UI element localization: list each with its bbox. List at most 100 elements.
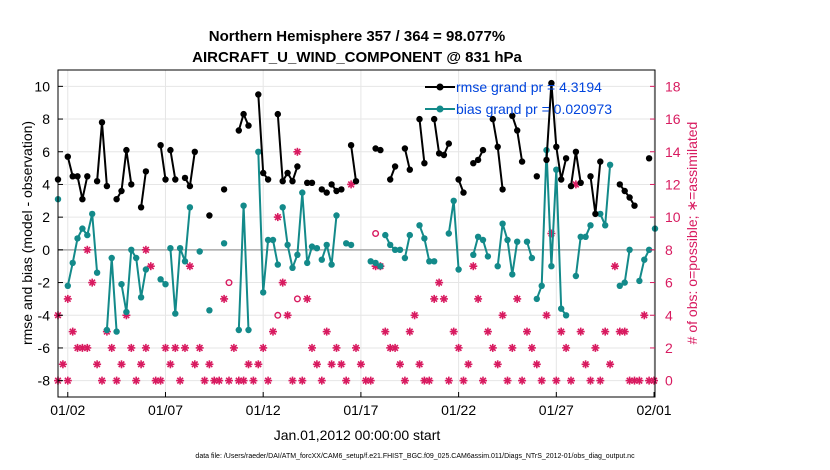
bias-point xyxy=(445,230,452,237)
y2-tick-label: 2 xyxy=(665,340,673,356)
obs-assimilated-marker xyxy=(244,360,253,369)
bias-point xyxy=(606,161,614,168)
obs-assimilated-marker xyxy=(356,360,365,369)
bias-point xyxy=(269,236,277,244)
bias-point xyxy=(308,243,316,250)
obs-assimilated-marker xyxy=(303,294,312,303)
bias-point xyxy=(313,245,321,252)
obs-assimilated-marker xyxy=(391,343,400,352)
obs-assimilated-marker xyxy=(537,376,546,385)
rmse-point xyxy=(323,189,330,196)
obs-assimilated-marker xyxy=(527,343,536,352)
bias-point xyxy=(533,295,540,303)
rmse-line xyxy=(115,149,133,200)
y-tick-label: -2 xyxy=(38,275,51,291)
rmse-point xyxy=(567,182,575,190)
obs-assimilated-marker xyxy=(464,360,473,369)
bias-point xyxy=(128,246,135,253)
obs-assimilated-marker xyxy=(620,327,629,336)
rmse-point xyxy=(93,178,101,185)
bias-point xyxy=(343,240,350,247)
bias-point xyxy=(113,328,120,335)
obs-assimilated-marker xyxy=(215,376,224,385)
rmse-point xyxy=(333,187,340,195)
obs-assimilated-marker xyxy=(513,294,522,303)
bias-point xyxy=(387,241,394,249)
rmse-point xyxy=(621,187,628,195)
obs-assimilated-marker xyxy=(420,376,429,385)
bias-point xyxy=(416,222,423,229)
bias-point xyxy=(558,305,565,312)
obs-assimilated-marker xyxy=(430,294,439,303)
bias-point xyxy=(626,246,633,253)
rmse-line xyxy=(618,183,636,207)
rmse-point xyxy=(377,146,384,154)
obs-assimilated-marker xyxy=(176,376,185,385)
obs-assimilated-marker xyxy=(396,360,404,369)
bias-point xyxy=(426,258,433,265)
obs-possible-marker xyxy=(225,279,233,287)
obs-assimilated-marker xyxy=(308,343,316,352)
rmse-point xyxy=(304,179,311,186)
obs-markers xyxy=(54,147,658,385)
bias-point xyxy=(84,231,91,239)
obs-assimilated-marker xyxy=(112,376,121,385)
obs-assimilated-marker xyxy=(635,376,644,385)
bias-point xyxy=(294,251,301,258)
rmse-point xyxy=(572,148,580,155)
y-ticks: -8 -6 -4 -2 0 2 4 6 8 10 xyxy=(34,78,63,389)
obs-assimilated-marker xyxy=(220,294,229,303)
rmse-point xyxy=(69,173,76,180)
y-tick-label: -6 xyxy=(38,340,51,356)
obs-assimilated-marker xyxy=(273,213,282,222)
bias-point xyxy=(499,220,506,227)
rmse-line xyxy=(418,118,426,164)
obs-assimilated-marker xyxy=(68,327,77,336)
obs-assimilated-marker xyxy=(449,327,458,336)
chart-subtitle: AIRCRAFT_U_WIND_COMPONENT @ 831 hPa xyxy=(192,49,522,66)
obs-assimilated-marker xyxy=(264,376,273,385)
rmse-point xyxy=(372,145,379,152)
y-tick-label: -4 xyxy=(38,307,51,323)
obs-assimilated-marker xyxy=(479,376,487,385)
obs-assimilated-marker xyxy=(503,376,512,385)
rmse-point xyxy=(431,115,438,123)
obs-assimilated-marker xyxy=(586,376,595,385)
bias-point xyxy=(279,204,286,211)
rmse-point xyxy=(328,181,335,188)
y2-tick-label: 16 xyxy=(665,111,681,127)
legend: rmse grand pr = 4.3194 bias grand pr = 0… xyxy=(425,79,612,117)
bias-point xyxy=(645,246,653,253)
obs-assimilated-marker xyxy=(459,376,468,385)
obs-assimilated-marker xyxy=(63,294,72,303)
rmse-point xyxy=(421,160,428,167)
bias-point xyxy=(260,289,267,296)
bias-point xyxy=(377,263,384,270)
obs-assimilated-marker xyxy=(317,376,326,385)
obs-assimilated-marker xyxy=(327,360,336,369)
obs-assimilated-marker xyxy=(269,327,277,336)
rmse-point xyxy=(440,151,448,159)
x-axis-label: Jan.01,2012 00:00:00 start xyxy=(274,427,441,443)
rmse-point xyxy=(137,204,145,211)
rmse-point xyxy=(128,181,135,188)
rmse-point xyxy=(416,115,423,123)
bias-point xyxy=(391,246,399,253)
obs-assimilated-marker xyxy=(185,262,194,271)
rmse-point xyxy=(142,168,150,175)
rmse-point xyxy=(460,189,467,196)
obs-assimilated-marker xyxy=(229,343,238,352)
rmse-point xyxy=(406,166,413,173)
bias-series xyxy=(54,146,659,335)
obs-assimilated-marker xyxy=(195,343,204,352)
bias-point xyxy=(504,236,511,244)
obs-assimilated-marker xyxy=(141,245,150,254)
bias-point xyxy=(186,204,194,211)
rmse-point xyxy=(113,196,120,203)
rmse-point xyxy=(631,202,638,209)
bias-point xyxy=(406,231,413,239)
bias-point xyxy=(274,261,281,268)
obs-assimilated-marker xyxy=(93,360,102,369)
rmse-point xyxy=(260,169,267,177)
obs-assimilated-marker xyxy=(312,360,321,369)
